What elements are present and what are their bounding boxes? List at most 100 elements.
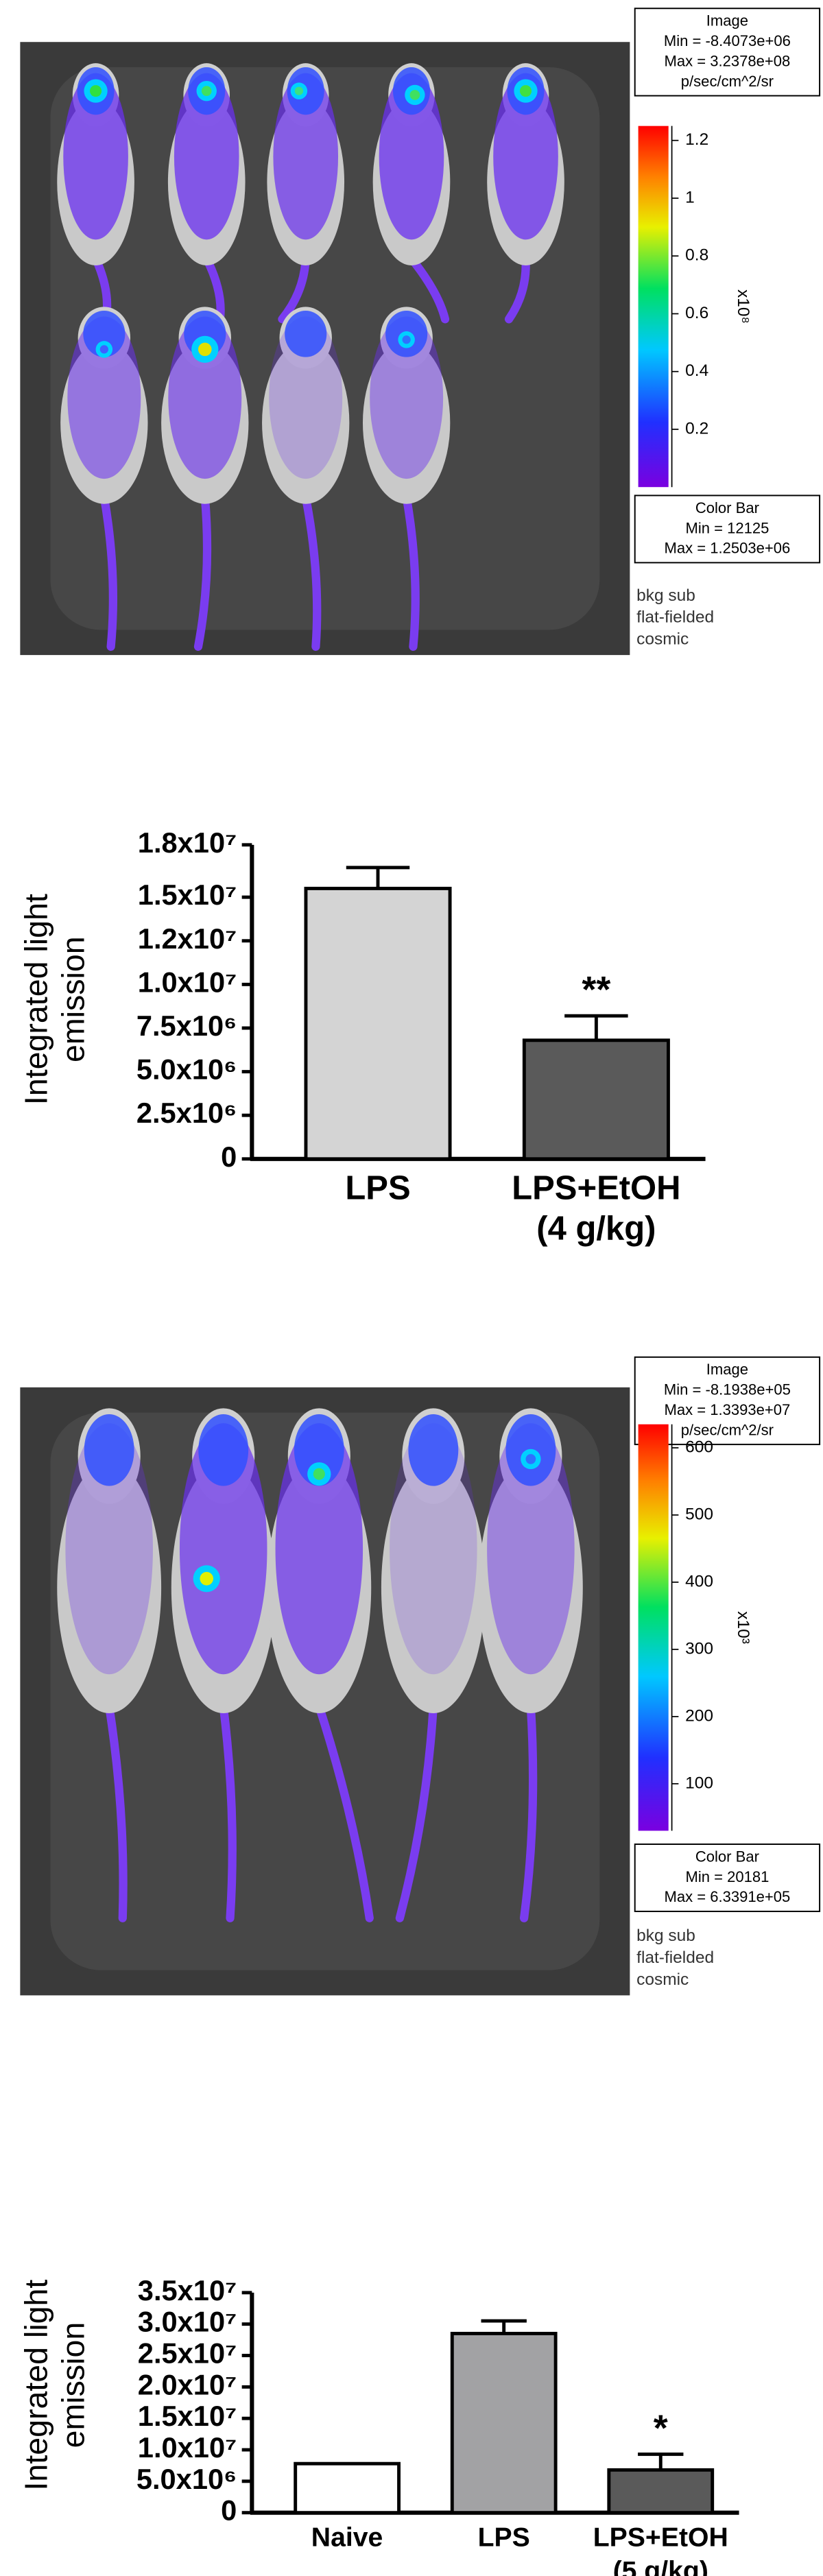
- x-tick-label: Naive: [311, 2524, 383, 2553]
- mouse-tail: [301, 492, 322, 651]
- y-axis-label: Integrated light emission: [20, 2279, 93, 2491]
- mouse-tail: [315, 1702, 374, 1922]
- x-tick-label: LPS+EtOH (4 g/kg): [512, 1170, 681, 1248]
- mouse-hotspot: [525, 1454, 536, 1464]
- mouse-hotspot: [200, 1572, 214, 1586]
- colorbar-info-text: Color Bar: [695, 1848, 759, 1865]
- bar: [294, 2461, 401, 2515]
- colorbar-info-text: Max = 6.3391e+05: [665, 1888, 791, 1905]
- x-tick-label-box: LPS+EtOH (4 g/kg): [512, 1170, 681, 1248]
- image-info-text: p/sec/cm^2/sr: [681, 1421, 774, 1438]
- bar: [450, 2331, 558, 2515]
- colorbar-info-text: Min = 12125: [685, 519, 769, 536]
- colorbar-tick-label: 0.4: [685, 361, 708, 380]
- mouse-body: [381, 1462, 486, 1713]
- mouse-signal: [67, 316, 141, 479]
- mouse-body: [362, 342, 451, 504]
- processing-note: bkg sub: [636, 1927, 695, 1945]
- colorbar-tick-label: 600: [685, 1438, 713, 1456]
- mouse-signal: [294, 1414, 344, 1486]
- y-tick-label: 2.5x10⁷: [138, 2337, 237, 2370]
- colorbar-unit: x10³: [734, 1611, 752, 1644]
- image-info-text: Max = 3.2378e+08: [665, 52, 791, 69]
- y-tick-label: 0: [221, 1141, 237, 1173]
- bar: [304, 886, 452, 1161]
- significance-label: *: [654, 2407, 668, 2448]
- colorbar-tick-label: 1: [685, 188, 695, 206]
- y-tick-label: 1.2x10⁷: [138, 922, 237, 955]
- mouse-body: [57, 1462, 162, 1713]
- mouse-tail: [402, 492, 420, 651]
- mouse-signal: [487, 1423, 575, 1675]
- processing-note: bkg sub: [636, 586, 695, 605]
- mouse-signal: [273, 73, 339, 240]
- y-axis-label-group: Integrated light emission: [20, 894, 93, 1106]
- bar: [607, 2468, 715, 2515]
- imaging-panel: Image Min = -8.1938e+05 Max = 1.3393e+07 p/…: [20, 1356, 821, 1996]
- colorbar-info-text: Max = 1.2503e+06: [665, 540, 791, 557]
- mouse-hotspot: [99, 345, 108, 354]
- mouse-signal: [179, 1423, 267, 1675]
- image-info-box: [634, 8, 821, 97]
- mouse-signal: [174, 73, 239, 240]
- processing-note: flat-fielded: [636, 608, 714, 627]
- x-tick-label: LPS+EtOH (5 g/kg): [593, 2524, 728, 2576]
- image-info-text: p/sec/cm^2/sr: [681, 73, 774, 90]
- mouse-body: [478, 1462, 583, 1713]
- mouse-hotspot: [409, 90, 420, 100]
- mouse-tail: [105, 1702, 128, 1922]
- mouse-hotspot: [198, 342, 212, 357]
- colorbar-tick-label: 300: [685, 1639, 713, 1658]
- imaging-panel: Image Min = -8.4073e+06 Max = 3.2378e+08 p/…: [20, 8, 821, 656]
- x-tick-label: LPS: [345, 1170, 411, 1208]
- image-info-text: Image: [706, 1361, 748, 1378]
- mouse-signal: [65, 1423, 153, 1675]
- y-tick-label: 1.5x10⁷: [138, 2400, 237, 2432]
- y-tick-label: 2.0x10⁷: [138, 2368, 237, 2400]
- mouse-tail: [99, 492, 118, 651]
- mouse-tail: [193, 492, 212, 651]
- processing-note: cosmic: [636, 630, 689, 649]
- significance-label: **: [582, 969, 610, 1010]
- colorbar-tick-label: 400: [685, 1572, 713, 1590]
- mouse-signal: [84, 1414, 134, 1486]
- colorbar-unit: x10⁸: [734, 289, 752, 324]
- mouse-signal: [379, 73, 444, 240]
- y-tick-label: 1.5x10⁷: [138, 879, 237, 911]
- colorbar-tick-label: 0.2: [685, 419, 708, 438]
- mouse-hotspot: [313, 1468, 325, 1480]
- mouse-hotspot: [294, 86, 304, 95]
- y-tick-label: 7.5x10⁶: [136, 1010, 237, 1042]
- y-tick-label: 3.0x10⁷: [138, 2306, 237, 2338]
- mouse-hotspot: [90, 85, 102, 97]
- colorbar-tick-label: 0.8: [685, 246, 708, 265]
- x-tick-label-box: Naive: [311, 2524, 383, 2553]
- mouse-signal: [63, 73, 128, 240]
- colorbar-tick-label: 500: [685, 1505, 713, 1523]
- x-tick-label-box: LPS: [345, 1170, 411, 1208]
- y-tick-label: 2.5x10⁶: [136, 1097, 237, 1129]
- colorbar-info-box: [634, 1844, 821, 1912]
- colorbar-tick-label: 1.2: [685, 130, 708, 149]
- mouse-body: [262, 342, 350, 504]
- colorbar: [638, 1424, 669, 1831]
- colorbar-info-text: Color Bar: [695, 499, 759, 516]
- mouse-signal: [408, 1414, 459, 1486]
- mouse-signal: [275, 1423, 363, 1675]
- colorbar-tick-label: 0.6: [685, 304, 708, 322]
- y-axis-label: Integrated light emission: [20, 894, 93, 1106]
- mouse-tail: [519, 1702, 538, 1922]
- mouse-hotspot: [201, 86, 212, 96]
- mouse-hotspot: [519, 85, 532, 97]
- image-info-text: Max = 1.3393e+07: [665, 1401, 791, 1418]
- bar-chart: Integrated light emission 0 2.5x10⁶ 5.0x10⁶…: [20, 826, 706, 1248]
- y-tick-label: 5.0x10⁶: [136, 2463, 237, 2495]
- image-info-text: Min = -8.4073e+06: [664, 32, 791, 49]
- colorbar-tick-label: 200: [685, 1706, 713, 1725]
- mouse-signal: [285, 311, 327, 357]
- bar-chart: Integrated light emission 05.0x10⁶1.0x10⁷…: [20, 2274, 739, 2576]
- y-axis-label-box: Integrated light emission: [20, 894, 93, 1106]
- y-axis-label-box: Integrated light emission: [20, 2279, 93, 2491]
- colorbar-tick-label: 100: [685, 1774, 713, 1792]
